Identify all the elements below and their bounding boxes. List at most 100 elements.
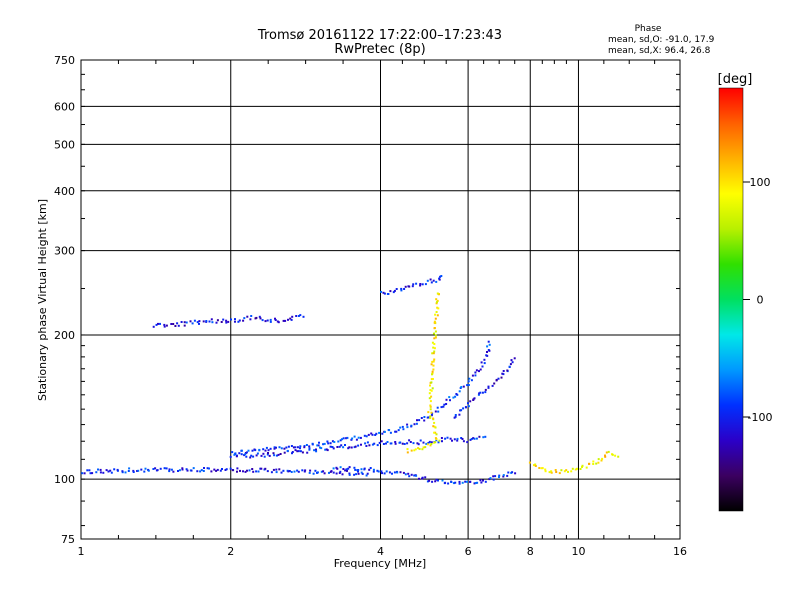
data-point — [136, 470, 139, 472]
data-point — [462, 440, 465, 443]
data-point — [433, 321, 436, 324]
data-point — [338, 445, 341, 448]
data-point — [154, 467, 157, 470]
data-point — [467, 380, 470, 383]
data-point — [597, 461, 600, 464]
data-point — [394, 430, 397, 433]
data-point — [414, 448, 417, 451]
data-point — [604, 455, 607, 458]
data-point — [427, 411, 430, 414]
data-point — [322, 470, 325, 473]
data-point — [336, 467, 339, 470]
data-point — [481, 391, 484, 394]
data-point — [400, 287, 403, 290]
phase-info-heading: Phase — [635, 24, 662, 34]
data-point — [423, 416, 426, 418]
data-point — [509, 363, 512, 366]
data-point — [483, 362, 486, 365]
data-point — [294, 446, 297, 449]
data-point — [170, 323, 173, 325]
data-point — [81, 472, 84, 475]
data-point — [97, 468, 99, 471]
data-point — [211, 321, 214, 324]
data-point — [185, 321, 188, 324]
data-point — [480, 481, 483, 484]
data-point — [395, 430, 398, 433]
data-point — [418, 419, 421, 422]
chart-title: Tromsø 20161122 17:22:00–17:23:43 — [257, 28, 502, 43]
data-point — [408, 285, 411, 288]
series-trace — [380, 275, 443, 295]
data-point — [454, 395, 457, 398]
data-point — [446, 436, 449, 439]
data-point — [412, 442, 415, 445]
data-point — [245, 455, 248, 458]
data-point — [513, 357, 516, 360]
data-point — [242, 319, 245, 322]
data-point — [297, 315, 300, 317]
data-point — [473, 482, 476, 485]
data-point — [502, 370, 505, 372]
data-point — [431, 341, 434, 344]
data-point — [429, 400, 432, 403]
data-point — [474, 482, 477, 484]
data-point — [350, 438, 353, 441]
data-point — [372, 468, 375, 471]
data-point — [338, 472, 341, 474]
data-point — [332, 447, 335, 450]
data-point — [484, 388, 487, 391]
data-point — [305, 444, 308, 446]
data-point — [438, 278, 441, 281]
data-point — [328, 471, 330, 474]
data-point — [99, 468, 102, 471]
data-point — [157, 322, 159, 325]
data-point — [429, 408, 432, 411]
data-point — [335, 472, 338, 475]
data-point — [461, 481, 464, 484]
data-point — [413, 474, 416, 477]
data-point — [344, 469, 347, 472]
data-point — [337, 440, 340, 443]
data-point — [434, 317, 437, 320]
data-point — [374, 434, 377, 436]
series-trace — [81, 467, 369, 477]
data-point — [299, 445, 302, 448]
data-point — [192, 467, 195, 470]
data-point — [415, 282, 418, 285]
data-point — [571, 467, 574, 470]
data-point — [364, 442, 367, 445]
data-point — [383, 430, 386, 433]
data-point — [168, 470, 171, 473]
data-point — [399, 471, 402, 474]
data-point — [470, 438, 473, 440]
data-point — [461, 438, 464, 440]
data-point — [430, 441, 433, 444]
data-point — [345, 437, 348, 440]
data-point — [254, 449, 257, 452]
data-point — [466, 480, 468, 483]
data-point — [332, 471, 335, 474]
data-point — [219, 469, 222, 472]
data-point — [420, 417, 423, 419]
data-point — [225, 319, 228, 322]
data-point — [410, 424, 413, 427]
data-point — [273, 447, 276, 450]
data-point — [348, 473, 351, 476]
data-point — [507, 471, 510, 474]
data-point — [368, 444, 371, 447]
data-point — [544, 470, 547, 473]
data-point — [447, 482, 450, 485]
data-point — [264, 320, 267, 323]
data-point — [426, 443, 429, 446]
data-point — [266, 470, 269, 473]
data-point — [433, 337, 436, 340]
data-point — [404, 473, 407, 476]
data-point — [116, 468, 119, 471]
data-point — [416, 419, 418, 422]
data-point — [109, 469, 112, 472]
data-point — [367, 433, 370, 436]
data-point — [534, 463, 537, 466]
data-point — [466, 441, 469, 444]
data-point — [159, 467, 162, 470]
data-point — [445, 403, 448, 405]
